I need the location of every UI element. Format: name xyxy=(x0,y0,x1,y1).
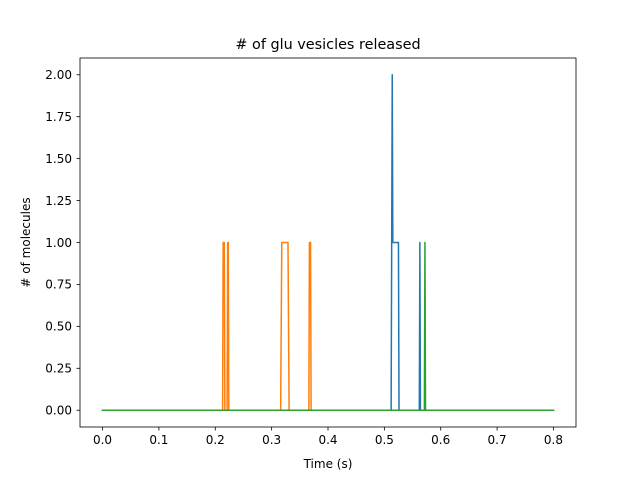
y-tick-label-2: 0.50 xyxy=(45,320,72,334)
y-tick-label-4: 1.00 xyxy=(45,236,72,250)
chart-title: # of glu vesicles released xyxy=(235,37,420,53)
y-tick-label-8: 2.00 xyxy=(45,68,72,82)
x-tick-label-6: 0.6 xyxy=(431,433,450,447)
x-tick-label-4: 0.4 xyxy=(318,433,337,447)
x-axis: 0.0 0.1 0.2 0.3 0.4 0.5 0.6 0.7 0.8 xyxy=(93,427,563,447)
x-tick-label-0: 0.0 xyxy=(93,433,112,447)
plot-area xyxy=(80,58,576,427)
y-axis-label: # of molecules xyxy=(19,197,33,287)
y-tick-label-1: 0.25 xyxy=(45,362,72,376)
series-line-1 xyxy=(101,74,555,411)
x-tick-label-1: 0.1 xyxy=(149,433,168,447)
y-tick-label-7: 1.75 xyxy=(45,110,72,124)
x-tick-label-7: 0.7 xyxy=(488,433,507,447)
y-tick-label-5: 1.25 xyxy=(45,194,72,208)
x-tick-label-8: 0.8 xyxy=(544,433,563,447)
x-tick-label-2: 0.2 xyxy=(206,433,225,447)
y-tick-label-0: 0.00 xyxy=(45,404,72,418)
y-axis: 0.00 0.25 0.50 0.75 1.00 1.25 1.50 1.75 2.00 xyxy=(45,68,80,418)
x-tick-label-3: 0.3 xyxy=(262,433,281,447)
y-tick-label-6: 1.50 xyxy=(45,152,72,166)
y-tick-label-3: 0.75 xyxy=(45,278,72,292)
series-layer xyxy=(101,74,555,411)
x-tick-label-5: 0.5 xyxy=(375,433,394,447)
x-axis-label: Time (s) xyxy=(303,457,353,471)
series-line-3 xyxy=(101,241,555,411)
